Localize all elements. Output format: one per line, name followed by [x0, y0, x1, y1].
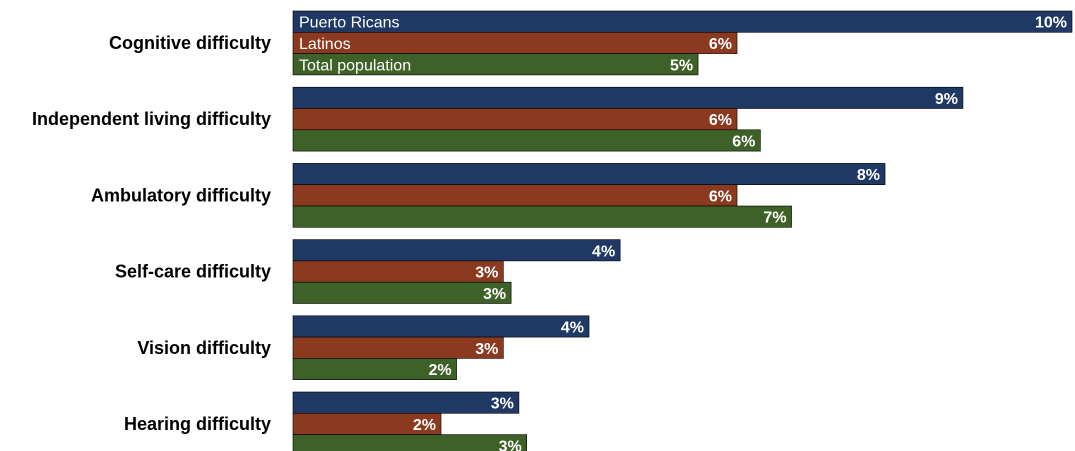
category-labels: Cognitive difficulty Independent living d…: [32, 33, 271, 434]
value-label-latinos-self-care-difficulty: 3%: [475, 265, 498, 282]
value-label-total-population-self-care-difficulty: 3%: [483, 286, 506, 303]
value-label-latinos-vision-difficulty: 3%: [475, 341, 498, 358]
bar-total-population-ambulatory-difficulty: [292, 205, 792, 228]
bar-puerto-ricans-hearing-difficulty: [292, 391, 520, 414]
category-label-vision-difficulty: Vision difficulty: [137, 338, 271, 358]
value-label-puerto-ricans-ambulatory-difficulty: 8%: [857, 167, 880, 184]
value-label-total-population-ambulatory-difficulty: 7%: [763, 210, 786, 227]
value-labels: 10%6%5%9%6%6%8%6%7%4%3%3%4%3%2%3%2%3%: [413, 15, 1067, 451]
value-label-puerto-ricans-cognitive-difficulty: 10%: [1035, 15, 1067, 32]
value-label-total-population-cognitive-difficulty: 5%: [670, 57, 693, 74]
value-label-total-population-independent-living-difficulty: 6%: [732, 133, 755, 150]
value-label-latinos-cognitive-difficulty: 6%: [709, 36, 732, 53]
value-label-latinos-ambulatory-difficulty: 6%: [709, 188, 732, 205]
bar-puerto-ricans-cognitive-difficulty: [292, 10, 1073, 33]
category-label-independent-living-difficulty: Independent living difficulty: [32, 109, 271, 129]
bar-latinos-vision-difficulty: [292, 336, 504, 359]
bar-total-population-hearing-difficulty: [292, 434, 527, 451]
bar-latinos-self-care-difficulty: [292, 260, 504, 283]
bar-total-population-self-care-difficulty: [292, 281, 512, 304]
bar-puerto-ricans-independent-living-difficulty: [292, 86, 964, 109]
category-label-ambulatory-difficulty: Ambulatory difficulty: [91, 185, 271, 205]
value-label-latinos-hearing-difficulty: 2%: [413, 417, 436, 434]
bar-puerto-ricans-ambulatory-difficulty: [292, 163, 886, 185]
bar-latinos-independent-living-difficulty: [292, 108, 738, 131]
value-label-puerto-ricans-independent-living-difficulty: 9%: [935, 91, 958, 108]
legend-entry-latinos: Latinos: [299, 36, 351, 53]
category-label-hearing-difficulty: Hearing difficulty: [124, 414, 271, 434]
bar-latinos-ambulatory-difficulty: [292, 184, 738, 207]
category-label-cognitive-difficulty: Cognitive difficulty: [109, 33, 271, 53]
value-label-total-population-vision-difficulty: 2%: [428, 362, 451, 379]
bar-total-population-vision-difficulty: [292, 358, 457, 380]
bar-puerto-ricans-self-care-difficulty: [292, 239, 621, 262]
bar-puerto-ricans-vision-difficulty: [292, 315, 590, 338]
value-label-total-population-hearing-difficulty: 3%: [499, 438, 522, 451]
bar-total-population-independent-living-difficulty: [292, 129, 761, 152]
value-label-puerto-ricans-vision-difficulty: 4%: [561, 319, 584, 336]
legend-entry-total-population: Total population: [299, 57, 411, 74]
value-label-puerto-ricans-self-care-difficulty: 4%: [592, 243, 615, 260]
legend-entry-puerto-ricans: Puerto Ricans: [299, 15, 400, 32]
bars: [292, 10, 1073, 451]
category-label-self-care-difficulty: Self-care difficulty: [115, 262, 271, 282]
value-label-puerto-ricans-hearing-difficulty: 3%: [491, 396, 514, 413]
bar-total-population-cognitive-difficulty: [292, 53, 699, 76]
bar-latinos-cognitive-difficulty: [292, 31, 738, 54]
legend: Puerto Ricans Latinos Total population: [299, 15, 411, 75]
value-label-latinos-independent-living-difficulty: 6%: [709, 112, 732, 129]
